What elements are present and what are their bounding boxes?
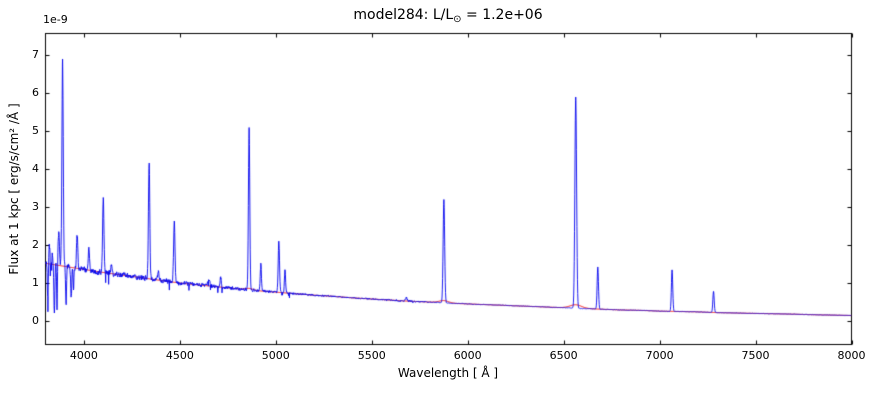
sun-symbol: ⊙ — [453, 14, 462, 25]
x-tick-label: 5500 — [357, 349, 386, 362]
x-tick-label: 6500 — [549, 349, 578, 362]
x-tick-label: 8000 — [837, 349, 866, 362]
y-tick-label: 3 — [32, 200, 39, 214]
x-tick-label: 4000 — [69, 349, 98, 362]
y-tick-label: 0 — [32, 313, 39, 327]
x-tick-label: 7500 — [741, 349, 770, 362]
y-axis-offset-label: 1e-9 — [43, 13, 68, 26]
y-tick-label: 6 — [32, 86, 39, 100]
y-tick-label: 5 — [32, 124, 39, 138]
x-tick-label: 4500 — [165, 349, 194, 362]
x-tick-label: 7000 — [645, 349, 674, 362]
y-tick-label: 7 — [32, 48, 39, 62]
y-tick-label: 1 — [32, 276, 39, 290]
x-tick-label: 6000 — [453, 349, 482, 362]
x-axis-label: Wavelength [ Å ] — [397, 366, 499, 380]
plot-title-main: model284: L/L — [353, 7, 454, 23]
y-tick-label: 2 — [32, 238, 39, 252]
plot-title-value: = 1.2e+06 — [461, 7, 543, 23]
y-tick-label: 4 — [32, 162, 39, 176]
x-tick-label: 5000 — [261, 349, 290, 362]
plot-title: model284: L/L⊙ = 1.2e+06 — [353, 7, 542, 25]
